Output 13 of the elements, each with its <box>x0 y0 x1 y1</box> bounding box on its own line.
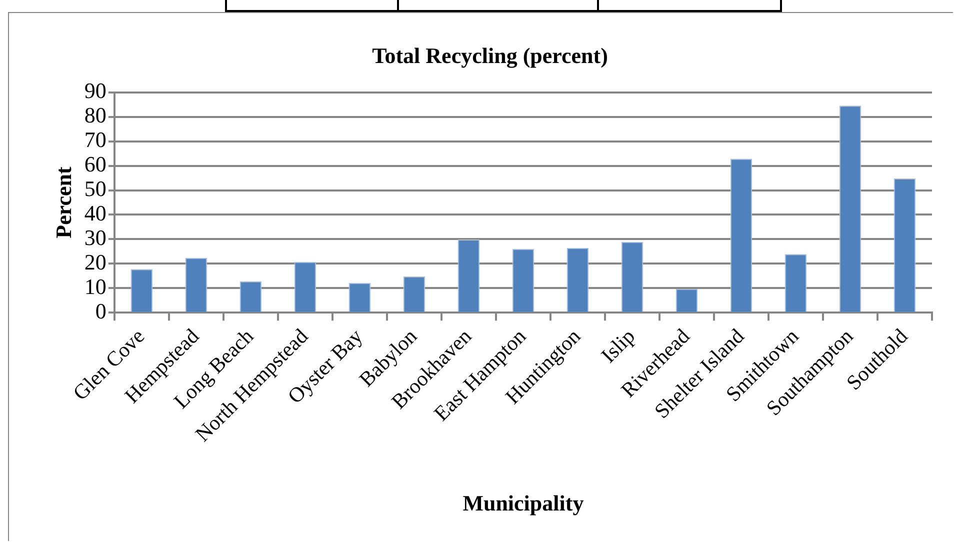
y-tick-label: 50 <box>84 176 106 202</box>
y-tick-label: 80 <box>84 102 106 128</box>
x-axis-title: Municipality <box>462 490 584 516</box>
y-tick-label: 0 <box>95 298 106 324</box>
y-tick-label: 70 <box>84 127 106 152</box>
y-tick-label: 30 <box>84 225 106 250</box>
chart-title: Total Recycling (percent) <box>372 42 608 68</box>
y-tick-label: 60 <box>84 152 106 177</box>
y-axis-title: Percent <box>50 166 76 238</box>
y-tick-label: 10 <box>84 274 106 299</box>
y-tick-label: 40 <box>84 200 106 226</box>
y-tick-label: 90 <box>84 78 106 104</box>
y-tick-label: 20 <box>84 249 106 274</box>
